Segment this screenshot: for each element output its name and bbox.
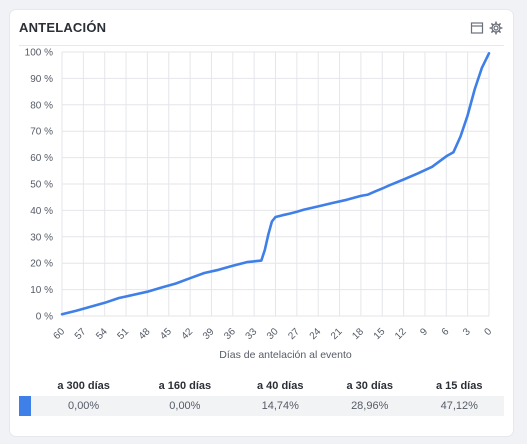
- chart-grid: [61, 51, 490, 317]
- series-line: [60, 51, 491, 316]
- col-header-160: a 160 días: [158, 380, 212, 392]
- y-tick-label: 60 %: [30, 153, 53, 164]
- summary-header-row: a 300 días a 160 días a 40 días a 30 día…: [19, 376, 504, 396]
- x-tick-label: 15: [372, 326, 388, 342]
- x-tick-label: 12: [393, 326, 409, 342]
- y-tick-label: 10 %: [30, 285, 53, 296]
- x-tick-label: 0: [482, 326, 494, 338]
- value-160: 0,00%: [134, 396, 236, 416]
- window-icon[interactable]: [470, 21, 484, 35]
- table-row: 0,00% 0,00% 14,74% 28,96% 47,12%: [19, 396, 504, 416]
- x-tick-label: 39: [201, 326, 217, 342]
- series-swatch-cell: [19, 396, 33, 416]
- y-tick-label: 100 %: [25, 48, 53, 59]
- y-tick-label: 90 %: [30, 74, 53, 85]
- value-15: 47,12%: [414, 396, 504, 416]
- x-tick-label: 54: [94, 326, 110, 342]
- y-tick-label: 80 %: [30, 100, 53, 111]
- x-tick-label: 18: [350, 326, 366, 342]
- y-tick-label: 0 %: [36, 312, 53, 323]
- chart-series: [60, 51, 491, 316]
- legend-spacer: [19, 376, 33, 396]
- x-axis-ticks: 60 57 54 51 48 45 42 39 36 33 30 27 24 21 18 15 12 9 6 3 0: [51, 326, 494, 342]
- x-tick-label: 6: [440, 326, 452, 338]
- card-title: ANTELACIÓN: [19, 20, 107, 35]
- col-header-15: a 15 días: [435, 380, 483, 392]
- x-tick-label: 33: [244, 326, 260, 342]
- x-tick-label: 21: [329, 326, 345, 342]
- y-tick-label: 50 %: [30, 180, 53, 191]
- y-tick-label: 40 %: [30, 206, 53, 217]
- x-tick-label: 30: [265, 326, 281, 342]
- x-tick-label: 42: [180, 326, 196, 342]
- col-header-30: a 30 días: [346, 380, 393, 392]
- y-axis-ticks: 0 % 10 % 20 % 30 % 40 % 50 % 60 % 70 % 80 % 90 % 1…: [25, 48, 53, 323]
- antelacion-card: ANTELACIÓN: [10, 10, 513, 436]
- gear-icon[interactable]: [489, 21, 503, 35]
- series-color-swatch: [19, 396, 31, 416]
- line-chart: 0 % 10 % 20 % 30 % 40 % 50 % 60 % 70 % 80 % 90 % 1…: [25, 48, 495, 362]
- x-tick-label: 51: [116, 326, 132, 342]
- col-header-300: a 300 días: [57, 380, 110, 392]
- x-axis-title: Días de antelación al evento: [219, 349, 352, 361]
- card-actions: [470, 21, 503, 35]
- x-tick-label: 24: [308, 326, 324, 342]
- x-tick-label: 9: [418, 326, 430, 338]
- header-divider: [19, 45, 504, 46]
- x-tick-label: 36: [222, 326, 238, 342]
- x-tick-label: 27: [286, 326, 302, 342]
- value-30: 28,96%: [324, 396, 415, 416]
- x-tick-label: 48: [137, 326, 153, 342]
- x-tick-label: 57: [73, 326, 89, 342]
- y-tick-label: 70 %: [30, 127, 53, 138]
- x-tick-label: 45: [158, 326, 174, 342]
- x-tick-label: 60: [51, 326, 67, 342]
- col-header-40: a 40 días: [257, 380, 304, 392]
- summary-table: a 300 días a 160 días a 40 días a 30 día…: [19, 376, 504, 416]
- value-40: 14,74%: [235, 396, 325, 416]
- y-tick-label: 30 %: [30, 232, 53, 243]
- y-tick-label: 20 %: [30, 259, 53, 270]
- x-tick-label: 3: [461, 326, 473, 338]
- value-300: 0,00%: [33, 396, 135, 416]
